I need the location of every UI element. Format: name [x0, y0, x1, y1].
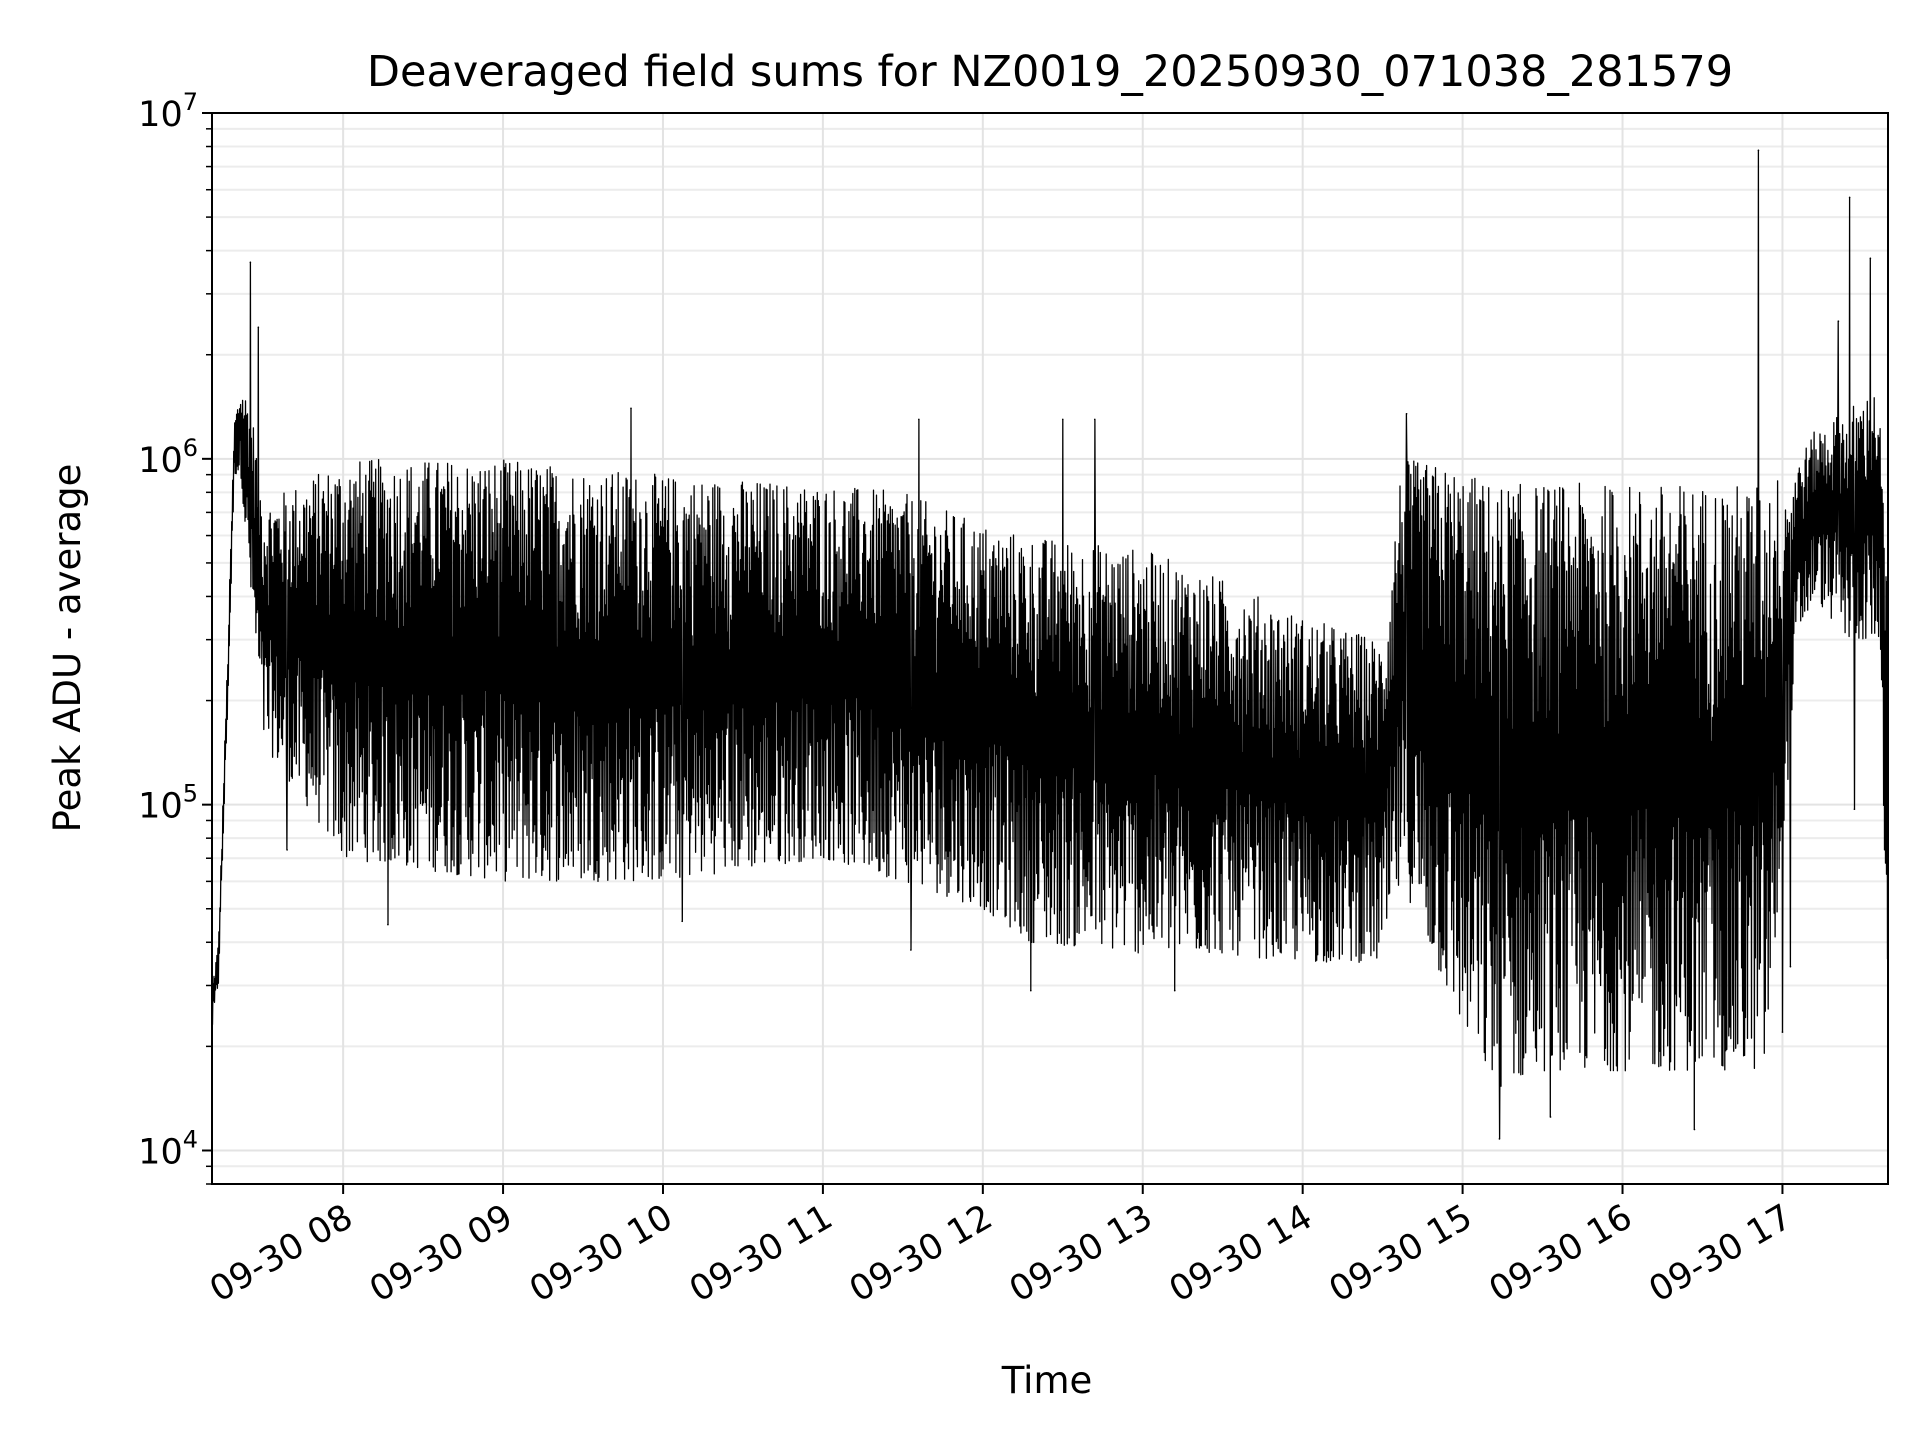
dip-point [286, 849, 288, 851]
dip-point [387, 923, 389, 926]
y-tick-label-exponent: 5 [183, 780, 198, 808]
chart-title: Deaveraged field sums for NZ0019_2025093… [367, 47, 1733, 97]
dip-point [1789, 965, 1792, 968]
x-axis-label: Time [1001, 1359, 1093, 1402]
dip-point [1693, 1128, 1696, 1131]
peak-point [1405, 412, 1408, 415]
peak-point [1061, 418, 1064, 421]
peak-point [918, 418, 920, 421]
dip-point [910, 949, 912, 951]
y-tick-label-exponent: 7 [183, 88, 198, 116]
dip-point [1781, 1031, 1784, 1033]
peak-point [257, 326, 260, 329]
peak-point [1093, 418, 1096, 421]
peak-point [1757, 149, 1760, 152]
dip-point [1173, 989, 1176, 992]
series-path [211, 149, 1889, 1140]
series-line [211, 149, 1889, 1140]
y-tick-label: 106 [138, 434, 198, 481]
peak-point [630, 407, 632, 410]
y-tick-label-exponent: 6 [183, 434, 198, 462]
dip-point [1498, 1138, 1501, 1140]
dip-point [1549, 1116, 1552, 1118]
plot-frame [211, 112, 1889, 1185]
y-tick-label-base: 10 [138, 787, 183, 827]
y-tick-label: 104 [138, 1125, 198, 1172]
peak-point [1848, 196, 1851, 199]
peak-point [1837, 320, 1840, 323]
dip-point [1030, 989, 1032, 992]
dip-point [681, 920, 683, 923]
peak-point [1869, 257, 1872, 260]
y-tick-label-base: 10 [138, 95, 183, 135]
dip-point [1853, 808, 1856, 811]
y-tick-label: 107 [138, 88, 198, 135]
peak-point [249, 261, 252, 264]
y-tick-label-base: 10 [138, 441, 183, 481]
y-axis-label: Peak ADU - average [46, 464, 89, 833]
y-tick-label: 105 [138, 780, 198, 827]
y-tick-label-exponent: 4 [183, 1125, 198, 1153]
y-tick-label-base: 10 [138, 1132, 183, 1172]
